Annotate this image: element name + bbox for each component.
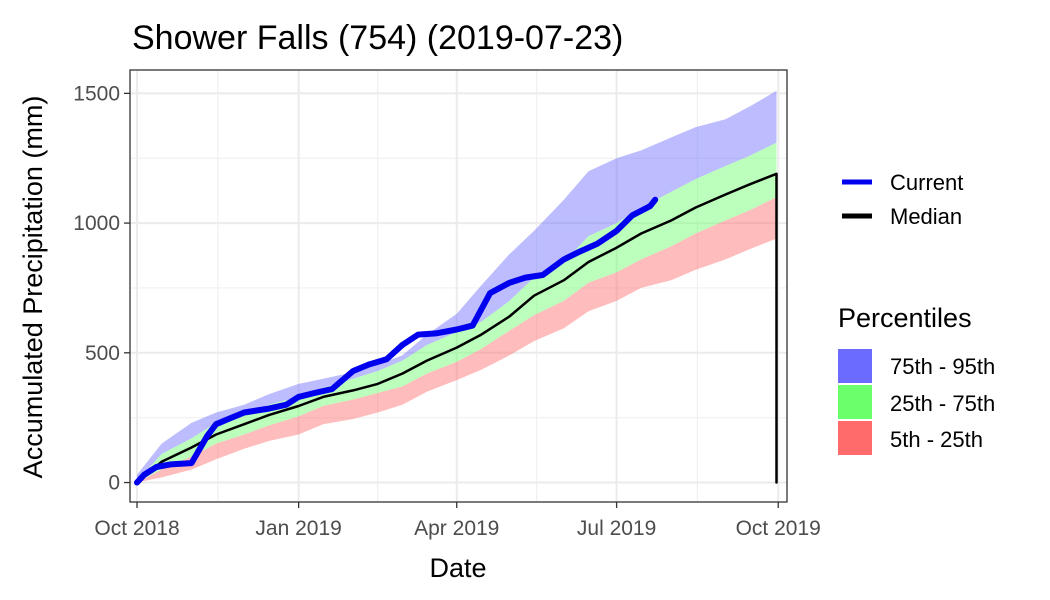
- legend-key-75-95: [838, 349, 872, 383]
- series-median-line: [135, 172, 778, 484]
- band-5-25: [137, 197, 777, 483]
- legend-label-5-25: 5th - 25th: [890, 427, 983, 452]
- legend-title-percentiles: Percentiles: [838, 303, 972, 333]
- series-current-line: [134, 196, 659, 486]
- plot-panel: 0 500 1000 1500 Oct 2018 Jan 2019 Apr 2019 Jul …: [73, 69, 821, 540]
- y-tick-label: 0: [108, 472, 120, 495]
- band-75-95: [137, 90, 777, 482]
- legend-label-median: Median: [890, 204, 962, 229]
- x-tick-label: Oct 2018: [94, 517, 179, 540]
- x-axis-label: Date: [429, 553, 486, 583]
- y-tick-label: 1000: [73, 212, 120, 235]
- legend-label-75-95: 75th - 95th: [890, 354, 995, 379]
- x-tick-label: Apr 2019: [414, 517, 499, 540]
- legend: Current Median Percentiles 75th - 95th 2…: [838, 170, 995, 455]
- legend-label-current: Current: [890, 170, 963, 195]
- x-tick-label: Jul 2019: [577, 517, 656, 540]
- y-axis-label: Accumulated Precipitation (mm): [18, 96, 48, 479]
- legend-key-25-75: [838, 385, 872, 419]
- y-tick-label: 500: [85, 342, 120, 365]
- y-tick-label: 1500: [73, 82, 120, 105]
- panel-background: [130, 70, 787, 502]
- legend-label-25-75: 25th - 75th: [890, 391, 995, 416]
- x-tick-label: Oct 2019: [736, 517, 821, 540]
- legend-key-5-25: [838, 421, 872, 455]
- x-tick-label: Jan 2019: [255, 517, 341, 540]
- panel-border: [129, 69, 788, 503]
- chart-title: Shower Falls (754) (2019-07-23): [132, 19, 623, 57]
